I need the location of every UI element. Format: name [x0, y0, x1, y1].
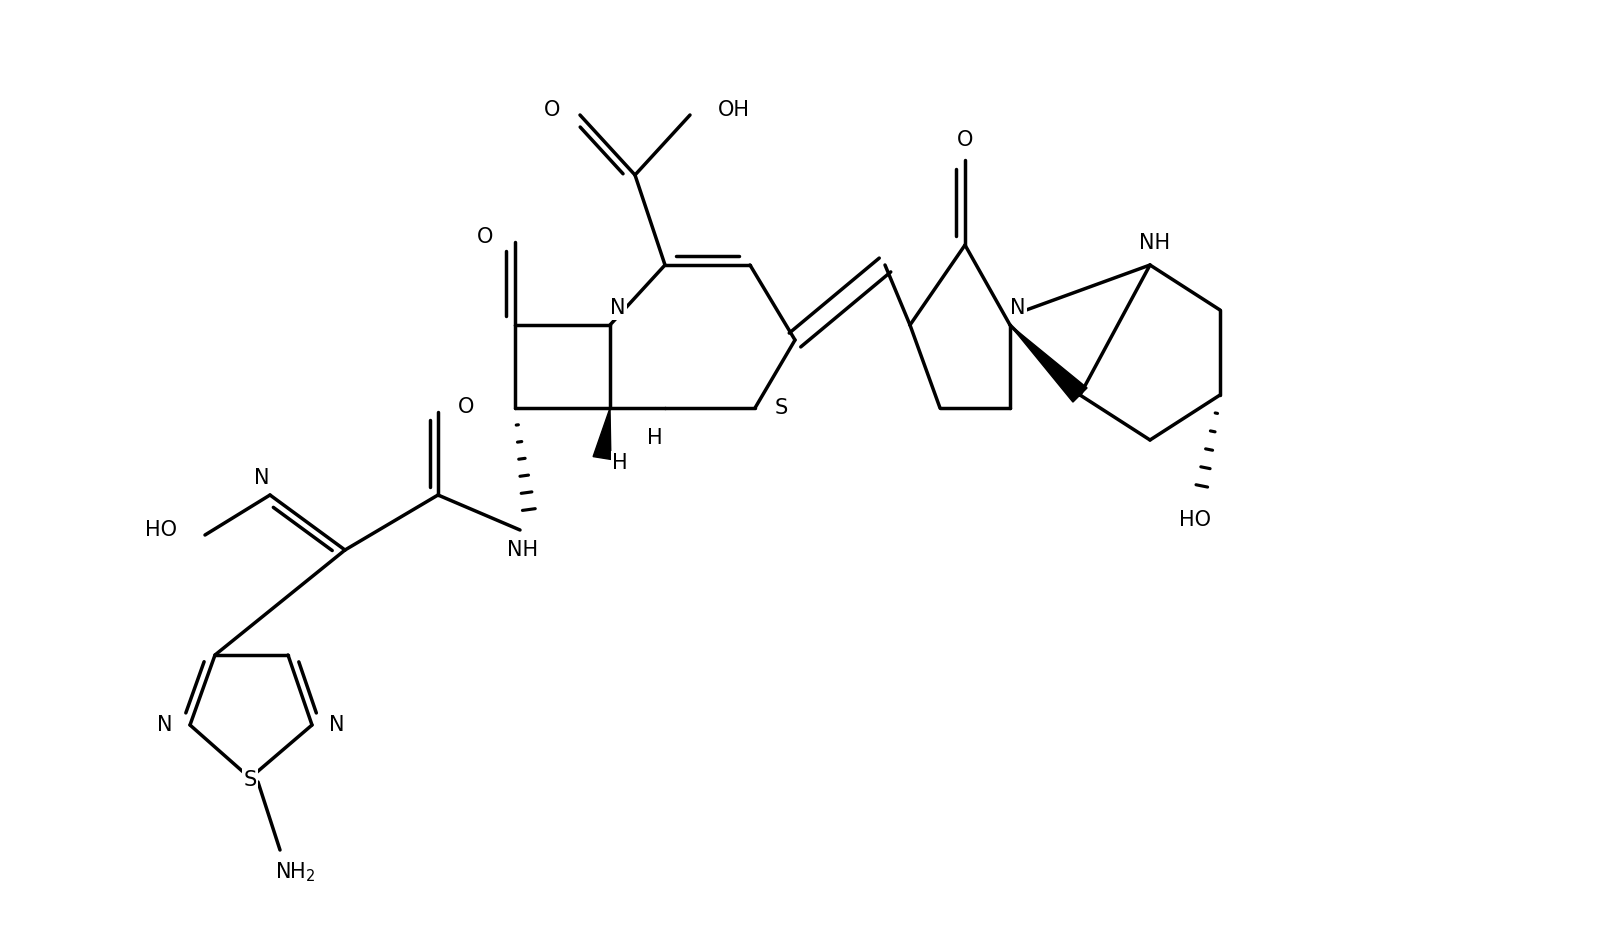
Text: S: S [243, 770, 256, 790]
Text: NH: NH [1139, 233, 1170, 253]
Text: N: N [610, 298, 625, 318]
Text: O: O [476, 227, 493, 247]
Text: O: O [956, 130, 972, 150]
Text: N: N [157, 715, 172, 735]
Text: N: N [610, 298, 625, 318]
Text: OH: OH [717, 100, 750, 120]
Text: H: H [649, 426, 664, 446]
Text: N: N [329, 715, 344, 735]
Text: O: O [544, 100, 560, 120]
Polygon shape [1010, 325, 1086, 402]
Text: HO: HO [1178, 510, 1211, 530]
Text: N: N [1010, 298, 1026, 318]
Text: O: O [458, 397, 474, 417]
Polygon shape [592, 408, 610, 460]
Text: H: H [648, 428, 662, 448]
Text: N: N [255, 468, 269, 488]
Text: S: S [774, 398, 787, 418]
Text: HO: HO [144, 520, 177, 540]
Text: H: H [612, 453, 628, 473]
Text: NH$_2$: NH$_2$ [274, 860, 315, 884]
Text: NH: NH [506, 540, 539, 560]
